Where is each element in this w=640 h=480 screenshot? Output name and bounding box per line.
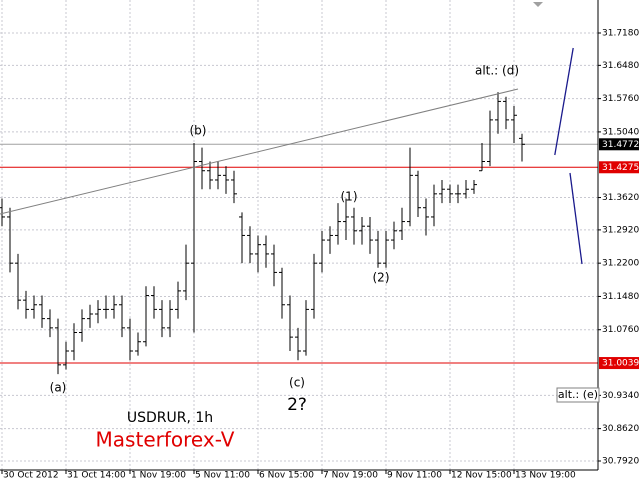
y-tick-label: 31.2920 [602,225,639,235]
x-tick-label: 30 Oct 2012 [3,471,59,480]
annotation: (1) [341,190,358,204]
x-tick-label: 1 Nov 19:00 [131,471,186,480]
annotation: 2? [287,395,307,415]
x-tick-label: 13 Nov 19:00 [515,471,576,480]
y-tick-label: 31.6480 [602,61,639,71]
y-tick-label: 30.7920 [602,456,639,466]
symbol-label: USDRUR, 1h [127,410,213,426]
y-tick-label: 31.2200 [602,259,639,269]
forecast-line [554,47,574,156]
y-tick-label: 31.3620 [602,193,639,203]
annotation: (b) [190,124,207,138]
x-tick-label: 7 Nov 19:00 [323,471,378,480]
trendline [0,88,519,215]
annotation: alt.: (e) [558,388,598,401]
y-tick-label: 31.1480 [602,292,639,302]
price-label-box [599,357,639,370]
price-label-box [599,161,639,174]
grid [0,0,598,470]
y-tick-label: 31.7180 [602,29,639,39]
price-label: 31.4275 [602,163,639,173]
scroll-marker [533,2,543,7]
x-tick-label: 5 Nov 11:00 [195,471,250,480]
y-tick-label: 30.8620 [602,424,639,434]
plot [0,47,583,375]
x-tick-label: 12 Nov 15:00 [451,471,512,480]
x-tick-label: 9 Nov 11:00 [387,471,442,480]
annotation: alt.: (d) [475,64,519,78]
price-label: 31.4772 [602,140,639,150]
annotation: (2) [373,271,390,285]
price-label: 31.0039 [602,359,639,369]
y-tick-label: 30.9340 [602,391,639,401]
brand-label: Masterforex-V [96,428,235,452]
price-label-box [599,138,639,151]
x-tick-label: 6 Nov 15:00 [259,471,314,480]
y-tick-label: 31.5760 [602,94,639,104]
forecast-line [569,172,583,265]
y-tick-label: 31.5040 [602,127,639,137]
annotation-box [556,387,600,403]
x-tick-label: 31 Oct 14:00 [67,471,126,480]
annotation: (a) [50,381,67,395]
y-tick-label: 31.0760 [602,325,639,335]
annotation: (c) [289,376,305,390]
